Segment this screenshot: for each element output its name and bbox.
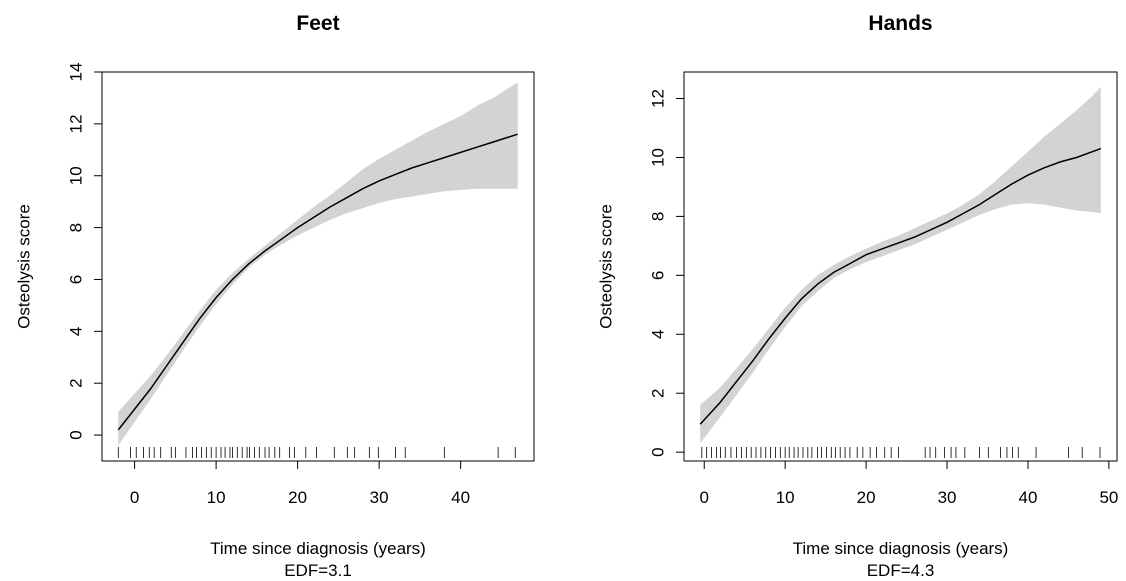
feet-x-tick-label: 0 <box>130 488 139 507</box>
hands-x-tick-label: 10 <box>776 488 795 507</box>
hands-rug <box>701 447 1101 458</box>
feet-y-tick-label: 10 <box>67 166 86 185</box>
hands-y-tick-label: 6 <box>649 271 668 280</box>
hands-x-axis: 0 10 20 30 40 50 <box>699 460 1118 507</box>
feet-y-tick-label: 0 <box>67 430 86 439</box>
hands-y-axis: 0 2 4 6 8 10 12 <box>649 89 685 457</box>
feet-x-label: Time since diagnosis (years) <box>210 539 426 558</box>
feet-y-axis: 0 2 4 6 8 10 12 14 <box>67 63 103 440</box>
feet-y-tick-label: 12 <box>67 114 86 133</box>
feet-panel: 0 10 20 30 40 0 2 4 6 8 10 12 14 Feet Time since di… <box>15 12 535 580</box>
feet-fit-curve <box>117 133 518 431</box>
hands-x-tick-label: 20 <box>857 488 876 507</box>
feet-x-tick-label: 40 <box>451 488 470 507</box>
feet-y-tick-label: 6 <box>67 275 86 284</box>
hands-x-tick-label: 50 <box>1099 488 1118 507</box>
feet-y-tick-label: 4 <box>67 327 86 336</box>
feet-y-tick-label: 8 <box>67 223 86 232</box>
feet-confidence-band-area <box>118 82 518 446</box>
hands-y-tick-label: 8 <box>649 212 668 221</box>
feet-y-tick-label: 14 <box>67 63 86 82</box>
feet-x-tick-label: 20 <box>288 488 307 507</box>
feet-x-axis: 0 10 20 30 40 <box>130 460 470 507</box>
feet-y-tick-label: 2 <box>67 378 86 387</box>
hands-edf-label: EDF=4.3 <box>867 561 935 580</box>
hands-x-tick-label: 0 <box>699 488 708 507</box>
hands-y-tick-label: 2 <box>649 388 668 397</box>
hands-y-tick-label: 10 <box>649 148 668 167</box>
hands-y-label: Osteolysis score <box>597 204 616 329</box>
hands-x-label: Time since diagnosis (years) <box>793 539 1009 558</box>
hands-fit-curve <box>699 147 1102 425</box>
hands-x-tick-label: 40 <box>1019 488 1038 507</box>
feet-x-tick-label: 10 <box>207 488 226 507</box>
feet-x-tick-label: 30 <box>370 488 389 507</box>
hands-plot-frame <box>683 71 1118 462</box>
feet-rug <box>117 447 516 458</box>
hands-confidence-band-area <box>700 86 1101 444</box>
feet-y-label: Osteolysis score <box>15 204 34 329</box>
feet-edf-label: EDF=3.1 <box>284 561 352 580</box>
hands-title: Hands <box>868 12 932 35</box>
feet-title: Feet <box>296 12 339 35</box>
hands-y-tick-label: 4 <box>649 330 668 339</box>
hands-y-tick-label: 12 <box>649 89 668 108</box>
hands-y-tick-label: 0 <box>649 447 668 456</box>
hands-panel: 0 10 20 30 40 50 0 2 4 6 8 10 12 Hands Time since d… <box>597 12 1119 580</box>
hands-x-tick-label: 30 <box>938 488 957 507</box>
